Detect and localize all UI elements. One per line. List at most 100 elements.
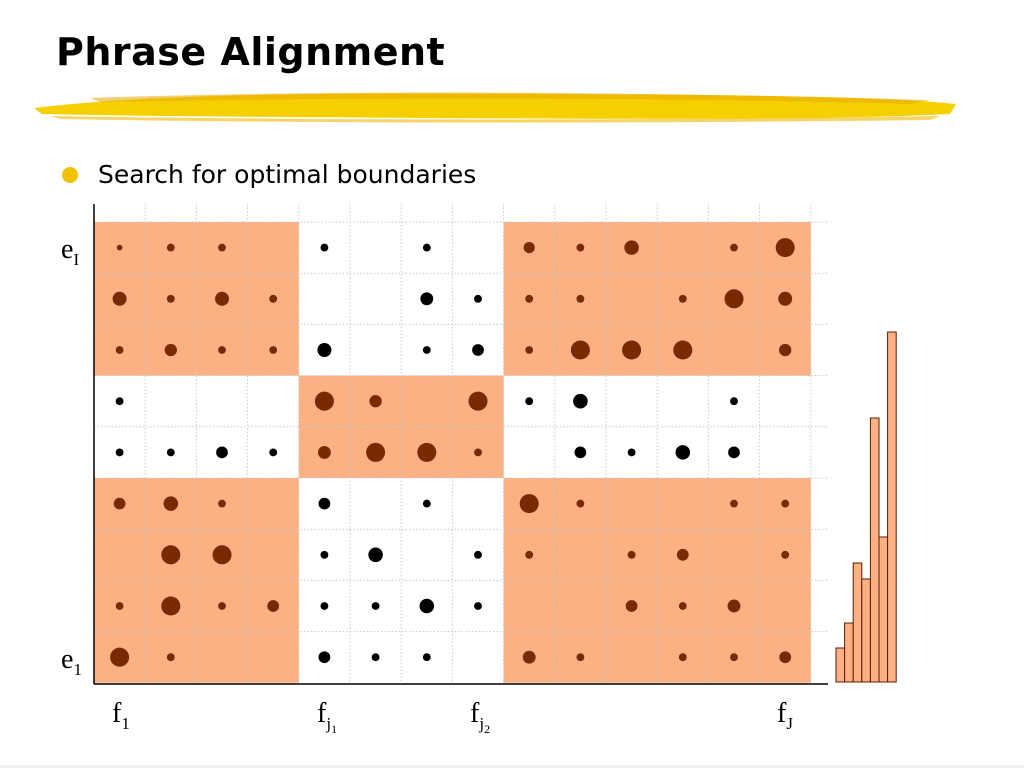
alignment-dot: [317, 343, 332, 357]
alignment-dot: [422, 243, 431, 252]
label-e-top: eI: [61, 234, 79, 269]
alignment-dot: [269, 294, 278, 303]
alignment-dot: [166, 653, 175, 662]
histogram-bar: [844, 622, 854, 683]
alignment-dot: [161, 596, 181, 616]
alignment-dot: [474, 448, 482, 457]
alignment-dot: [781, 550, 790, 559]
alignment-dot: [269, 346, 278, 354]
alignment-dot: [570, 340, 590, 360]
histogram-bar: [878, 536, 889, 683]
alignment-dot: [110, 647, 130, 667]
alignment-dot: [218, 499, 226, 508]
alignment-dot: [112, 291, 127, 306]
alignment-dot: [627, 448, 636, 457]
alignment-dot: [164, 343, 177, 357]
alignment-dot: [474, 550, 482, 559]
label-f-last: fJ: [777, 698, 793, 733]
alignment-dot: [163, 496, 179, 511]
alignment-dot: [576, 294, 585, 303]
alignment-dot: [573, 393, 588, 409]
highlight-brush-stroke: [34, 92, 956, 123]
alignment-dot: [779, 651, 792, 664]
alignment-dot: [525, 294, 534, 303]
alignment-dot: [212, 545, 232, 565]
alignment-dot: [161, 545, 181, 565]
alignment-dot: [775, 238, 795, 258]
alignment-dot: [525, 346, 534, 354]
alignment-dot: [371, 602, 380, 610]
alignment-dot: [218, 243, 226, 252]
alignment-dot: [369, 395, 382, 408]
alignment-dot: [419, 598, 435, 614]
alignment-dot: [781, 499, 790, 508]
histogram-bar: [887, 331, 897, 683]
alignment-dot: [371, 653, 380, 662]
bullet-text: Search for optimal boundaries: [98, 160, 477, 189]
alignment-dot: [730, 397, 738, 406]
alignment-dot: [314, 391, 334, 411]
label-f-first: f1: [112, 698, 130, 733]
alignment-dot: [678, 602, 687, 610]
alignment-dot: [576, 243, 585, 252]
alignment-dot: [113, 497, 126, 510]
alignment-dot: [576, 653, 585, 662]
alignment-dot: [728, 446, 740, 459]
alignment-dot: [115, 346, 124, 354]
alignment-dot: [474, 602, 482, 610]
alignment-dot: [522, 650, 536, 664]
alignment-dot: [115, 397, 124, 406]
alignment-dot: [166, 448, 175, 457]
alignment-dot: [624, 240, 639, 255]
alignment-dot: [576, 499, 585, 508]
alignment-dot: [676, 548, 689, 561]
footer-divider: [0, 765, 1024, 768]
alignment-dot: [675, 445, 691, 460]
alignment-dot: [730, 653, 738, 662]
alignment-dot: [115, 448, 124, 457]
alignment-dot: [320, 243, 329, 252]
alignment-dot: [317, 445, 331, 459]
alignment-dot: [730, 499, 738, 508]
alignment-dot: [218, 602, 226, 610]
alignment-dot: [166, 294, 175, 303]
alignment-dot: [366, 442, 386, 462]
alignment-dot: [368, 547, 383, 563]
alignment-dot: [574, 446, 587, 459]
alignment-dot: [724, 289, 744, 309]
alignment-dot: [622, 340, 642, 360]
alignment-dot: [267, 600, 280, 612]
alignment-dot: [727, 599, 741, 613]
alignment-dot: [627, 550, 636, 559]
alignment-dot: [525, 397, 534, 406]
alignment-dot: [778, 291, 793, 306]
histogram-bar: [835, 647, 846, 683]
alignment-dot: [115, 602, 124, 610]
label-f-j1: fj1: [317, 698, 337, 736]
histogram-bar: [869, 417, 880, 683]
alignment-dot: [269, 448, 278, 457]
bullet-item: Search for optimal boundaries: [62, 160, 476, 189]
bullet-icon: [62, 166, 78, 183]
alignment-dot: [472, 344, 484, 356]
histogram-bar: [861, 578, 871, 683]
alignment-dot: [474, 294, 482, 303]
label-f-j2: fj2: [470, 698, 490, 736]
alignment-dot: [678, 653, 687, 662]
alignment-dot: [678, 294, 687, 303]
alignment-dot: [320, 550, 329, 559]
alignment-dot: [420, 292, 434, 306]
alignment-dot: [468, 391, 488, 411]
alignment-dot: [730, 243, 738, 252]
alignment-dot: [166, 243, 175, 252]
alignment-dot: [519, 494, 539, 514]
alignment-dot: [215, 291, 229, 306]
alignment-dot: [116, 244, 123, 251]
histogram-bar: [852, 562, 863, 683]
alignment-dot: [218, 346, 226, 354]
alignment-dot: [422, 346, 431, 354]
alignment-dot: [318, 497, 331, 510]
label-e-bottom: e1: [61, 644, 82, 679]
slide-title: Phrase Alignment: [56, 30, 446, 74]
